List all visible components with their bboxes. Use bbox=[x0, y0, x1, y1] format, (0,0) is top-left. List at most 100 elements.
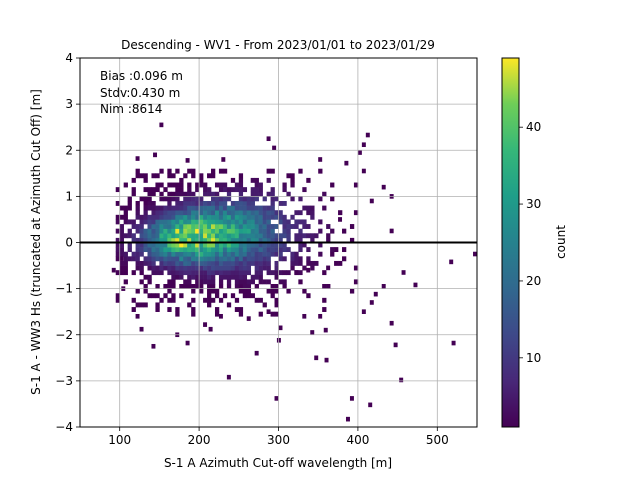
hist-cell bbox=[246, 219, 252, 225]
hist-cell bbox=[230, 265, 236, 271]
hist-cell bbox=[119, 228, 124, 234]
hist-cell bbox=[246, 205, 252, 211]
hist-cell bbox=[266, 242, 271, 248]
hist-cell bbox=[294, 256, 299, 262]
hist-cell bbox=[230, 200, 236, 206]
hist-cell bbox=[254, 196, 259, 202]
hist-cell bbox=[203, 205, 208, 211]
hist-cell bbox=[266, 224, 271, 229]
hist-cell bbox=[171, 224, 176, 229]
hist-cell bbox=[123, 233, 128, 239]
hist-cell bbox=[218, 224, 224, 229]
x-tick-label: 400 bbox=[346, 433, 369, 447]
hist-cell bbox=[302, 187, 307, 193]
hist-cell bbox=[159, 297, 164, 303]
hist-cell bbox=[262, 233, 267, 239]
hist-cell bbox=[135, 265, 140, 271]
hist-cell bbox=[349, 288, 355, 294]
hist-cell bbox=[119, 233, 124, 239]
hist-cell bbox=[119, 260, 124, 266]
hist-cell bbox=[266, 219, 271, 225]
hist-cell bbox=[167, 265, 172, 271]
hist-cell bbox=[246, 210, 252, 216]
hist-cell bbox=[115, 237, 120, 243]
hist-cell bbox=[278, 270, 283, 276]
hist-cell-outlier bbox=[266, 309, 271, 314]
hist-cell bbox=[199, 210, 204, 216]
hist-cell bbox=[143, 177, 148, 183]
hist-cell bbox=[143, 173, 148, 179]
hist-cell bbox=[115, 247, 120, 253]
hist-cell bbox=[250, 200, 255, 206]
hist-cell bbox=[147, 191, 152, 197]
hist-cell bbox=[226, 214, 232, 220]
hist-cell bbox=[250, 214, 255, 220]
hist-cell bbox=[175, 311, 180, 317]
hist-cell bbox=[258, 242, 263, 248]
hist-cell bbox=[207, 242, 212, 248]
hist-cell bbox=[199, 177, 204, 183]
hist-cell-outlier bbox=[226, 374, 231, 380]
hist-cell bbox=[167, 205, 172, 211]
hist-cell bbox=[183, 256, 188, 262]
hist-cell bbox=[183, 237, 188, 243]
hist-cell bbox=[167, 219, 172, 225]
hist-cell bbox=[171, 191, 176, 197]
hist-cell bbox=[258, 265, 263, 271]
hist-cell bbox=[143, 205, 148, 211]
hist-cell bbox=[234, 307, 240, 312]
hist-cell bbox=[147, 196, 152, 202]
hist-cell bbox=[270, 242, 275, 248]
hist-cell bbox=[207, 265, 212, 271]
hist-cell bbox=[254, 256, 259, 262]
hist-cell-outlier bbox=[369, 300, 374, 305]
hist-cell bbox=[163, 247, 168, 253]
hist-cell bbox=[242, 200, 248, 206]
hist-cell bbox=[298, 196, 303, 202]
hist-cell bbox=[115, 270, 120, 276]
hist-cell bbox=[234, 187, 240, 193]
hist-cell-outlier bbox=[393, 342, 398, 348]
hist-cell bbox=[143, 302, 148, 308]
hist-cell bbox=[318, 251, 323, 257]
hist-cell bbox=[163, 260, 168, 266]
hist-cell bbox=[238, 242, 244, 248]
hist-cell bbox=[179, 237, 184, 243]
hist-cell bbox=[199, 219, 204, 225]
x-tick-label: 100 bbox=[108, 433, 131, 447]
hist-cell bbox=[179, 214, 184, 220]
hist-cell bbox=[155, 214, 160, 220]
hist-cell bbox=[159, 237, 164, 243]
hist-cell bbox=[214, 293, 220, 299]
hist-cell bbox=[175, 182, 180, 188]
hist-cell bbox=[179, 187, 184, 193]
hist-cell-outlier bbox=[449, 259, 454, 265]
hist-cell bbox=[242, 293, 248, 299]
hist-cell bbox=[187, 224, 192, 229]
hist-cell bbox=[135, 224, 140, 229]
hist-cell bbox=[238, 270, 244, 276]
hist-cell bbox=[135, 200, 140, 206]
hist-cell bbox=[322, 191, 327, 197]
hist-cell bbox=[135, 242, 140, 248]
hist-cell bbox=[246, 214, 252, 220]
hist-cell bbox=[163, 233, 168, 239]
hist-cell bbox=[298, 242, 303, 248]
hist-cell bbox=[127, 196, 132, 202]
hist-cell bbox=[258, 270, 263, 276]
hist-cell bbox=[258, 182, 263, 188]
y-tick-label: −1 bbox=[55, 282, 73, 296]
bias-annotation: Bias :0.096 m bbox=[100, 69, 183, 83]
hist-cell bbox=[234, 265, 240, 271]
hist-cell bbox=[238, 224, 244, 229]
hist-cell bbox=[258, 251, 263, 257]
hist-cell bbox=[167, 256, 172, 262]
hist-cell bbox=[250, 260, 255, 266]
hist-cell bbox=[119, 224, 124, 229]
hist-cell bbox=[349, 224, 355, 229]
hist-cell-outlier bbox=[318, 157, 323, 162]
hist-cell bbox=[151, 260, 156, 266]
hist-cell bbox=[155, 224, 160, 229]
y-axis-ticks: −4 −3 −2 −1 0 1 2 3 4 bbox=[55, 51, 80, 434]
hist-cell bbox=[171, 284, 176, 289]
